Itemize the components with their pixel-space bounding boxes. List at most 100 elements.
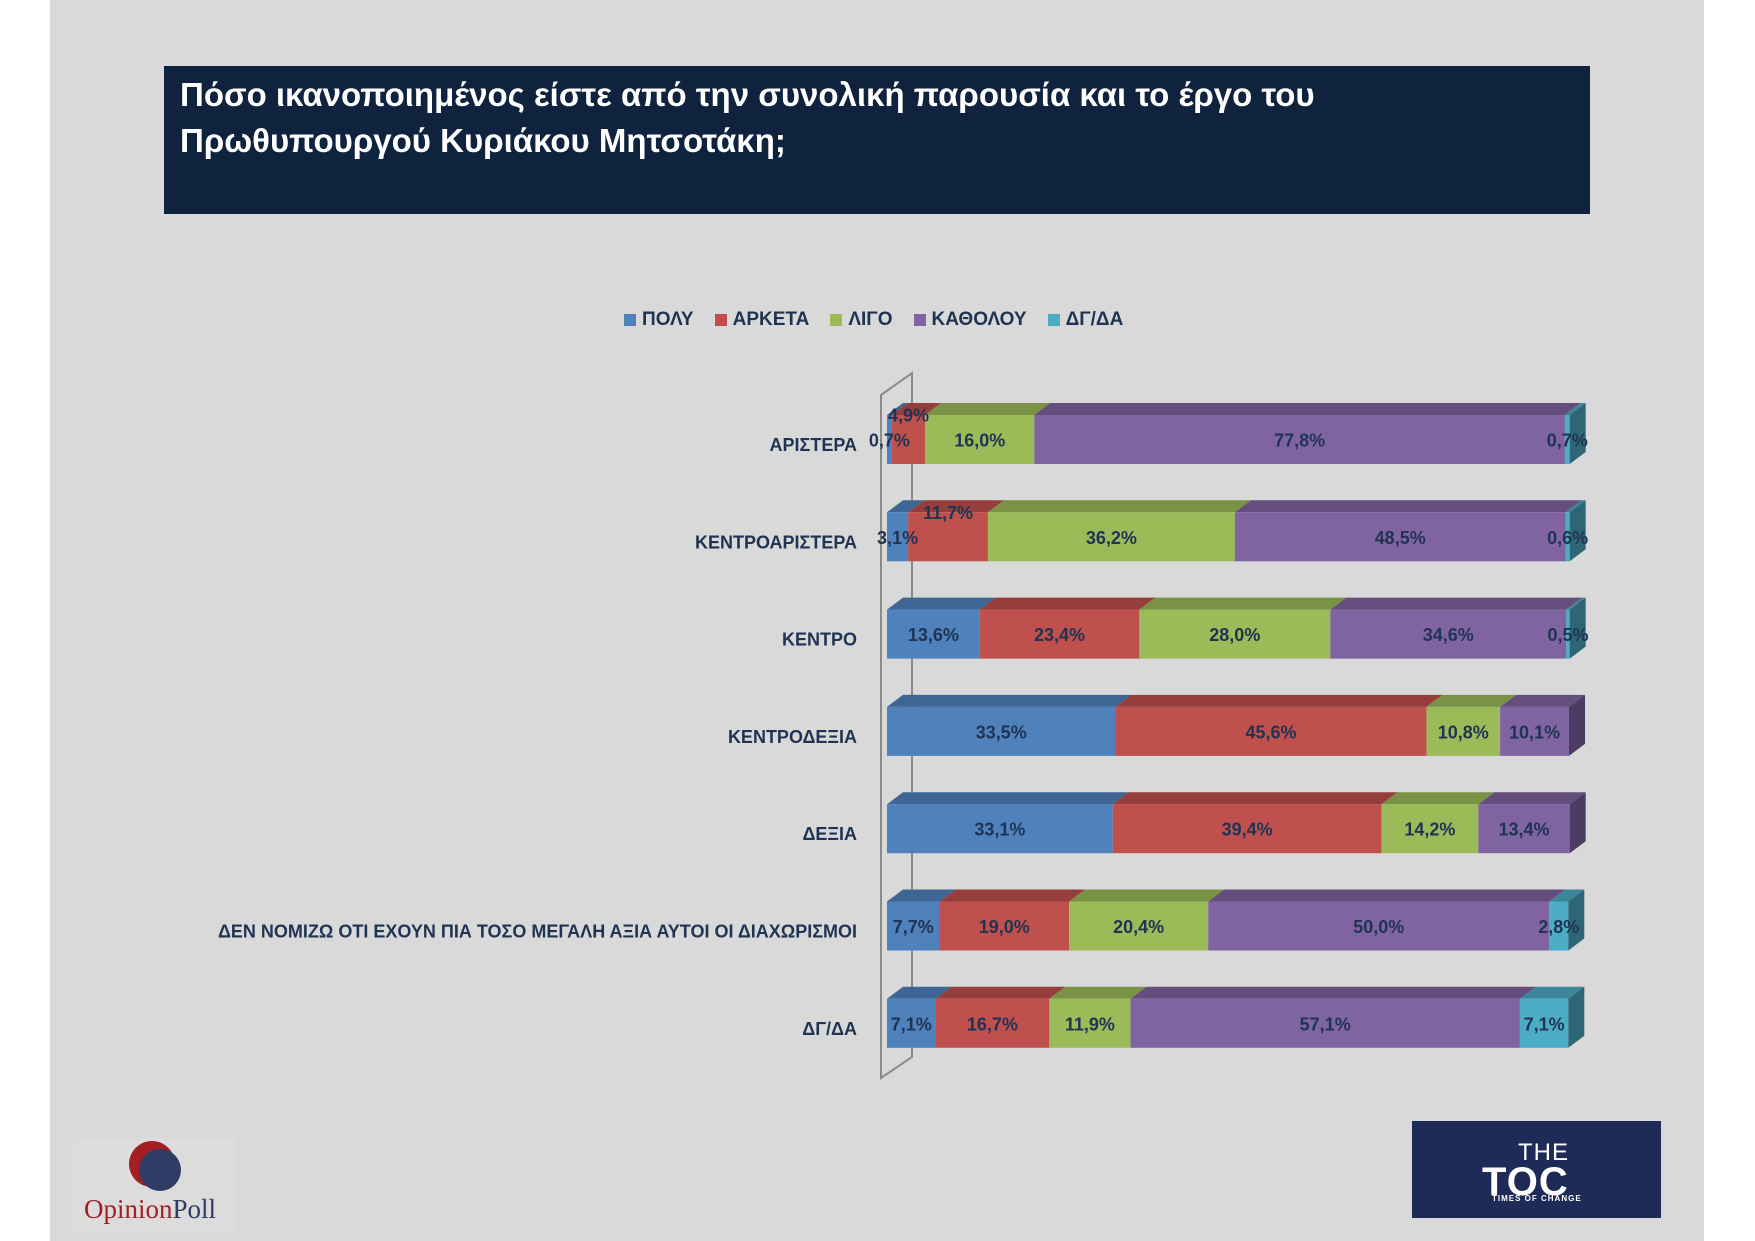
legend-swatch — [913, 314, 926, 326]
bar-side — [1568, 889, 1585, 951]
bar-segment-top — [887, 792, 1129, 805]
the-toc-logo: THE TOC TIMES OF CHANGE — [1412, 1121, 1661, 1218]
bar-segment-top — [1139, 597, 1347, 610]
toc-logo-the: THE — [1518, 1139, 1569, 1166]
bar-segment-top — [1112, 792, 1398, 805]
bar-segment — [1034, 415, 1565, 464]
bar-segment — [939, 901, 1070, 951]
bar-segment-top — [1500, 694, 1585, 707]
data-label: 33,1% — [974, 820, 1025, 840]
bar-segment-top — [1381, 792, 1495, 805]
category-label: ΔΕΞΙΑ — [802, 824, 857, 844]
data-label: 50,0% — [1353, 917, 1404, 937]
bar-segment-top — [891, 403, 942, 415]
data-label: 28,0% — [1209, 625, 1260, 645]
bar-segment — [891, 415, 926, 464]
bar-side — [1569, 597, 1586, 659]
bar-side — [1568, 986, 1585, 1048]
data-label: 0,6% — [1547, 528, 1588, 548]
toc-logo-main: TOC — [1482, 1160, 1569, 1204]
legend-item: ΔΓ/ΔΑ — [1047, 309, 1124, 331]
bar-segment-top — [1130, 986, 1536, 999]
legend-item: ΛΙΓΟ — [830, 309, 893, 331]
bar-segment — [1565, 512, 1570, 562]
chart-legend: ΠΟΛΥ ΑΡΚΕΤΑ ΛΙΓΟ ΚΑΘΟΛΟΥ ΔΓ/ΔΑ — [624, 308, 1123, 332]
bar-segment-top — [887, 403, 908, 415]
data-label: 7,1% — [891, 1014, 932, 1034]
category-label: ΑΡΙΣΤΕΡΑ — [770, 435, 857, 455]
data-label: 48,5% — [1375, 528, 1426, 548]
legend-swatch — [714, 314, 727, 326]
bar-segment — [887, 415, 892, 464]
bar-side — [1569, 694, 1585, 756]
bar-segment — [1564, 415, 1570, 464]
data-label: 7,7% — [893, 917, 934, 937]
toc-logo-tagline: TIMES OF CHANGE — [1492, 1194, 1582, 1203]
opinionpoll-logo-part2: Poll — [172, 1194, 217, 1224]
bar-segment-top — [1566, 597, 1586, 610]
bar-segment-top — [1478, 792, 1586, 805]
bar-segment-top — [1049, 986, 1147, 999]
data-label: 34,6% — [1423, 625, 1474, 645]
bar-segment-top — [1564, 403, 1586, 415]
legend-label: ΑΡΚΕΤΑ — [732, 309, 810, 330]
legend-label: ΠΟΛΥ — [642, 309, 694, 330]
category-label: ΔΕΝ ΝΟΜΙΖΩ ΟΤΙ ΕΧΟΥΝ ΠΙΑ ΤΟΣΟ ΜΕΓΑΛΗ ΑΞΙ… — [218, 922, 857, 942]
data-label: 10,1% — [1509, 722, 1560, 742]
data-label: 0,5% — [1547, 625, 1588, 645]
category-label: ΚΕΝΤΡΟΑΡΙΣΤΕΡΑ — [695, 532, 857, 552]
data-label: 0,7% — [869, 431, 910, 451]
legend-label: ΚΑΘΟΛΟΥ — [931, 309, 1027, 330]
bar-segment — [1049, 998, 1131, 1048]
bar-segment-top — [1115, 694, 1443, 707]
data-label: 20,4% — [1113, 917, 1164, 937]
opinionpoll-logo-text: OpinionPoll — [84, 1193, 216, 1225]
category-label: ΔΓ/ΔΑ — [802, 1019, 857, 1039]
data-label: 14,2% — [1404, 820, 1455, 840]
legend-swatch — [1047, 314, 1060, 326]
bar-segment — [887, 706, 1116, 756]
bar-segment-top — [1426, 694, 1517, 707]
bar-side — [1569, 792, 1586, 854]
title-line-2: Πρωθυπουργού Κυριάκου Μητσοτάκη; — [180, 122, 786, 159]
legend-label: ΛΙΓΟ — [848, 309, 893, 330]
bar-segment-top — [1549, 889, 1585, 902]
data-label: 10,8% — [1438, 722, 1489, 742]
bar-segment-top — [887, 889, 956, 902]
bar-segment — [1566, 609, 1570, 659]
opinionpoll-logo-mark — [129, 1141, 181, 1191]
bar-segment-top — [887, 694, 1132, 707]
data-label: 13,4% — [1498, 820, 1549, 840]
bar-segment — [1130, 998, 1520, 1048]
bar-segment — [887, 804, 1113, 854]
bar-side — [1569, 403, 1586, 464]
data-label: 0,7% — [1547, 431, 1588, 451]
data-label: 57,1% — [1300, 1014, 1351, 1034]
data-label: 36,2% — [1086, 528, 1137, 548]
data-label: 39,4% — [1222, 820, 1273, 840]
bar-segment-top — [1208, 889, 1566, 902]
legend-swatch — [624, 314, 636, 326]
bar-segment — [1330, 609, 1567, 659]
data-label: 16,0% — [954, 431, 1005, 451]
bar-segment-top — [1069, 889, 1225, 902]
title-line-1: Πόσο ικανοποιημένος είστε από την συνολι… — [180, 76, 1315, 113]
bar-segment-top — [908, 500, 1004, 513]
bar-segment — [987, 512, 1235, 562]
data-label: 11,7% — [923, 503, 973, 523]
legend-swatch — [830, 314, 843, 326]
title-banner — [164, 66, 1590, 214]
opinionpoll-logo-part1: Opinion — [84, 1194, 173, 1224]
bar-segment-top — [1565, 500, 1586, 513]
bar-segment — [1381, 804, 1479, 854]
data-label: 13,6% — [908, 625, 959, 645]
category-label: ΚΕΝΤΡΟΔΕΞΙΑ — [728, 727, 857, 747]
legend-item: ΠΟΛΥ — [624, 309, 694, 331]
data-label: 33,5% — [976, 722, 1027, 742]
axis-wall — [880, 371, 913, 1080]
legend-label: ΔΓ/ΔΑ — [1065, 309, 1124, 330]
bar-segment-top — [979, 597, 1156, 610]
bar-segment — [1208, 901, 1550, 951]
bar-segment-top — [1034, 403, 1581, 415]
legend-item: ΑΡΚΕΤΑ — [714, 309, 810, 331]
